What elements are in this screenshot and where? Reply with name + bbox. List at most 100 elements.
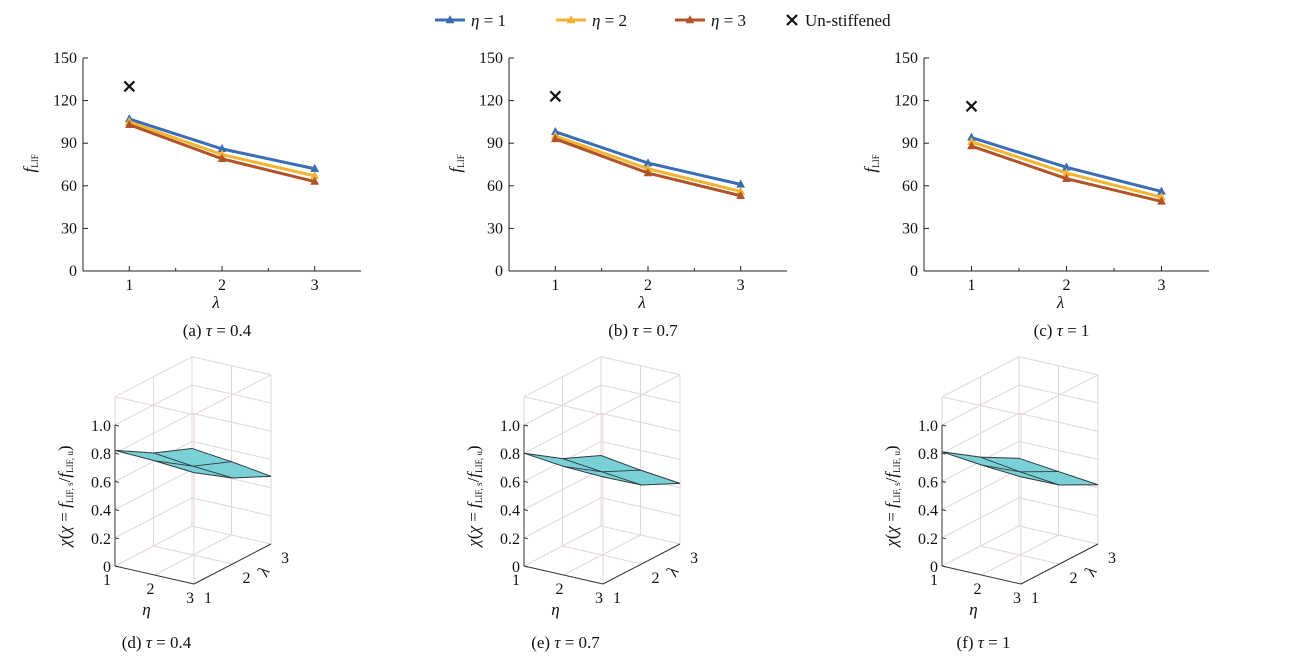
- caption-d: (d) τ = 0.4: [122, 633, 192, 652]
- z-tick-label: 0: [512, 559, 520, 576]
- surface: [114, 447, 272, 479]
- x-tick-label: 1: [968, 277, 976, 294]
- z-tick-mark: [114, 509, 120, 512]
- caption-c: (c) τ = 1: [1034, 321, 1090, 340]
- surface-mesh-line: [153, 452, 233, 479]
- surface-mesh-line: [562, 458, 642, 486]
- eta-axis: [114, 565, 195, 585]
- lambda-tick-label: 2: [243, 570, 251, 587]
- z-tick-label: 0.6: [500, 474, 520, 491]
- legend: η = 1 η = 2 η = 3 Un-stiffened: [435, 11, 891, 30]
- x-tick-label: 3: [1158, 277, 1166, 294]
- lambda-axis: [1020, 543, 1099, 585]
- legend-marker-eta-2: [566, 14, 576, 24]
- legend-label-eta-3: η = 3: [711, 11, 746, 30]
- z-tick-mark: [523, 480, 529, 483]
- eta-axis-label: η: [969, 600, 977, 619]
- lambda-axis: [602, 543, 681, 585]
- z-tick-mark: [523, 424, 529, 427]
- x-tick-label: 3: [311, 277, 319, 294]
- z-tick-label: 0.6: [918, 474, 938, 491]
- caption-f: (f) τ = 1: [957, 633, 1011, 652]
- x-axis-label: λ: [1056, 293, 1064, 312]
- lambda-axis-label: λ: [1080, 564, 1101, 580]
- eta-tick-label: 2: [556, 581, 564, 598]
- eta-tick-label: 2: [147, 581, 155, 598]
- z-tick-label: 0: [930, 559, 938, 576]
- lambda-tick-label: 3: [281, 550, 289, 567]
- caption-b: (b) τ = 0.7: [608, 321, 678, 340]
- lambda-tick-label: 3: [1108, 550, 1116, 567]
- unstiffened-point: [965, 100, 978, 113]
- z-tick-label: 1.0: [500, 418, 520, 435]
- eta-axis-label: η: [551, 600, 559, 619]
- legend-label-eta-2: η = 2: [592, 11, 627, 30]
- z-tick-mark: [523, 565, 529, 568]
- caption-a: (a) τ = 0.4: [183, 321, 252, 340]
- z-tick-mark: [523, 509, 529, 512]
- y-tick-label: 90: [61, 135, 77, 152]
- y-tick-label: 150: [894, 50, 918, 67]
- y-tick-label: 120: [894, 93, 918, 110]
- z-axis-label: χ(χ = fLIF, s/fLIF, u): [55, 445, 75, 548]
- data-point-eta-3: [550, 133, 560, 143]
- eta-tick-label: 3: [595, 590, 603, 607]
- z-tick-label: 1.0: [91, 418, 111, 435]
- lambda-axis-label: λ: [662, 564, 683, 580]
- z-tick-mark: [523, 452, 529, 455]
- z-tick-mark: [941, 565, 947, 568]
- unstiffened-point: [549, 90, 562, 103]
- z-axis-label: χ(χ = fLIF, s/fLIF, u): [882, 445, 902, 548]
- legend-label-eta-1: η = 1: [471, 11, 506, 30]
- z-axis-label: χ(χ = fLIF, s/fLIF, u): [464, 445, 484, 548]
- z-tick-label: 0.8: [918, 446, 938, 463]
- y-axis-label: fLIF: [446, 154, 466, 172]
- caption-e: (e) τ = 0.7: [531, 633, 600, 652]
- y-tick-label: 60: [487, 178, 503, 195]
- y-tick-label: 90: [487, 135, 503, 152]
- lambda-tick-label: 2: [1070, 570, 1078, 587]
- y-axis-label: fLIF: [861, 154, 881, 172]
- chart-a: 0 30 60 90 120 150 1 2 3 λ fLIF: [20, 50, 361, 312]
- data-point-eta-3: [736, 190, 746, 199]
- lambda-tick-label: 1: [613, 590, 621, 607]
- lambda-tick-label: 3: [690, 550, 698, 567]
- z-tick-mark: [523, 537, 529, 540]
- x-axis-label: λ: [637, 293, 645, 312]
- y-tick-label: 30: [487, 220, 503, 237]
- data-point-eta-3: [1062, 173, 1071, 182]
- y-tick-label: 60: [61, 178, 77, 195]
- surface: [941, 451, 1099, 486]
- eta-tick-label: 2: [974, 581, 982, 598]
- x-tick-label: 3: [737, 277, 745, 294]
- legend-marker-eta-1: [445, 14, 455, 24]
- y-axis-label: fLIF: [20, 154, 40, 172]
- z-tick-label: 0.4: [500, 503, 520, 520]
- z-tick-mark: [114, 452, 120, 455]
- z-tick-label: 0.2: [918, 531, 938, 548]
- y-tick-label: 150: [53, 50, 77, 67]
- surface: [523, 452, 681, 486]
- lambda-tick-label: 1: [204, 590, 212, 607]
- x-tick-label: 1: [125, 277, 133, 294]
- chart-c: 0 30 60 90 120 150 1 2 3 λ fLIF: [861, 50, 1209, 312]
- z-tick-mark: [941, 480, 947, 483]
- data-point-eta-3: [217, 153, 227, 163]
- y-tick-label: 90: [902, 135, 918, 152]
- y-tick-label: 60: [902, 178, 918, 195]
- z-tick-mark: [114, 480, 120, 483]
- eta-tick-label: 1: [103, 572, 111, 589]
- legend-label-unstiffened: Un-stiffened: [805, 11, 891, 30]
- y-tick-label: 0: [69, 263, 77, 280]
- z-tick-label: 0.4: [91, 503, 111, 520]
- x-tick-label: 1: [551, 277, 559, 294]
- y-tick-label: 120: [479, 93, 503, 110]
- z-tick-label: 1.0: [918, 418, 938, 435]
- z-tick-mark: [941, 452, 947, 455]
- y-tick-label: 150: [479, 50, 503, 67]
- x-tick-label: 2: [218, 277, 226, 294]
- data-point-eta-3: [124, 119, 134, 128]
- eta-axis: [523, 565, 604, 585]
- legend-marker-eta-3: [685, 14, 695, 24]
